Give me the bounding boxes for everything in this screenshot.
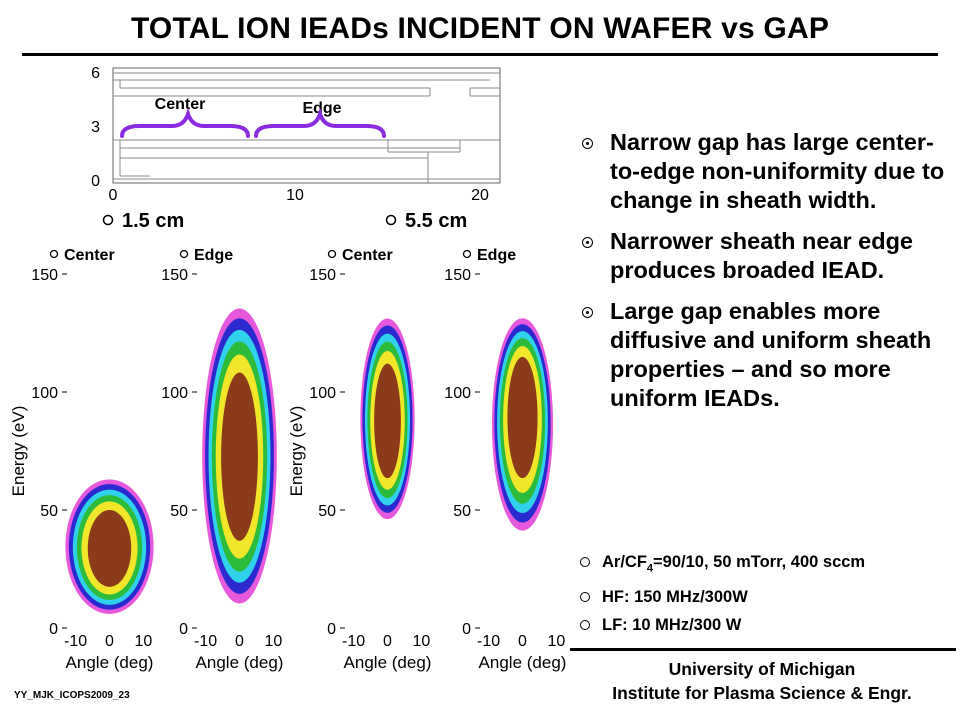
iead-panel-2: Edge 0 50 100 150 -10 0 10 Angle (deg) bbox=[161, 247, 283, 672]
xtick-label: 0 bbox=[105, 633, 114, 650]
geometry-plot: 6 3 0 0 10 20 Center Edge bbox=[91, 65, 501, 204]
hf-text: HF: 150 MHz/300W bbox=[602, 587, 748, 606]
ytick-label: 50 bbox=[453, 503, 471, 520]
bullet-text-2: Narrower sheath near edge produces broad… bbox=[610, 228, 913, 283]
bullet-icon bbox=[582, 307, 593, 318]
ytick-label: 150 bbox=[309, 267, 336, 284]
yaxis-label: Energy (eV) bbox=[9, 406, 28, 497]
bullet-text-3: Large gap enables more diffusive and uni… bbox=[610, 298, 932, 411]
page-title: TOTAL ION IEADs INCIDENT ON WAFER vs GAP bbox=[130, 12, 830, 45]
xtick-label: 0 bbox=[235, 633, 244, 650]
bullet-icon bbox=[462, 249, 472, 259]
xtick-label: -10 bbox=[64, 633, 87, 650]
ytick-label: 50 bbox=[318, 503, 336, 520]
ytick-label: 0 bbox=[49, 621, 58, 638]
ytick-label: 100 bbox=[444, 385, 471, 402]
lf-text: LF: 10 MHz/300 W bbox=[602, 616, 742, 635]
xaxis-label: Angle (deg) bbox=[66, 653, 154, 672]
geometry-frame bbox=[112, 67, 501, 184]
iead-header-1: Center bbox=[64, 247, 115, 264]
geo-ytick-3: 3 bbox=[91, 119, 100, 136]
ytick-label: 0 bbox=[327, 621, 336, 638]
gas-subscript: 4 bbox=[646, 562, 654, 575]
xaxis-label: Angle (deg) bbox=[479, 653, 567, 672]
ytick-label: 0 bbox=[462, 621, 471, 638]
xtick-label: -10 bbox=[194, 633, 217, 650]
condition-hf: HF: 150 MHz/300W bbox=[580, 583, 865, 612]
ytick-label: 150 bbox=[31, 267, 58, 284]
gap-small-text: 1.5 cm bbox=[122, 210, 184, 232]
slide-id: YY_MJK_ICOPS2009_23 bbox=[14, 690, 130, 701]
geo-ytick-6: 6 bbox=[91, 65, 100, 82]
bullet-icon bbox=[179, 249, 189, 259]
footer-line-1: University of Michigan bbox=[668, 659, 856, 679]
gas-suffix: =90/10, 50 mTorr, 400 sccm bbox=[653, 553, 866, 571]
ytick-label: 0 bbox=[179, 621, 188, 638]
geo-ytick-0: 0 bbox=[91, 173, 100, 190]
contour-level-6 bbox=[507, 356, 538, 479]
edge-region-label: Edge bbox=[302, 100, 341, 117]
contour-level-6 bbox=[374, 363, 401, 479]
bullet-icon bbox=[49, 249, 59, 259]
xtick-label: 0 bbox=[383, 633, 392, 650]
iead-header-3: Center bbox=[342, 247, 393, 264]
bullet-list: Narrow gap has large center-to-edge non-… bbox=[582, 128, 957, 425]
contour-level-6 bbox=[87, 510, 132, 587]
xaxis-label: Angle (deg) bbox=[196, 653, 284, 672]
bullet-icon bbox=[582, 138, 593, 149]
gap-label-5-5: 5.5 cm bbox=[385, 210, 467, 232]
ytick-label: 50 bbox=[40, 503, 58, 520]
xtick-label: 10 bbox=[413, 633, 431, 650]
condition-lf: LF: 10 MHz/300 W bbox=[580, 611, 865, 640]
xtick-label: -10 bbox=[477, 633, 500, 650]
gap-label-1-5: 1.5 cm bbox=[102, 210, 184, 232]
title-rule bbox=[22, 53, 938, 56]
bullet-icon bbox=[580, 557, 590, 567]
geo-xtick-10: 10 bbox=[286, 187, 304, 204]
bullet-text-1: Narrow gap has large center-to-edge non-… bbox=[610, 129, 945, 213]
center-brace bbox=[120, 107, 250, 138]
yaxis-label: Energy (eV) bbox=[287, 406, 306, 497]
gas-prefix: Ar/CF bbox=[602, 553, 647, 571]
center-region-label: Center bbox=[155, 96, 206, 113]
xtick-label: 10 bbox=[135, 633, 153, 650]
xtick-label: 10 bbox=[265, 633, 283, 650]
footer-line-2: Institute for Plasma Science & Engr. bbox=[612, 683, 912, 703]
geo-xtick-0: 0 bbox=[109, 187, 118, 204]
footer: University of Michigan Institute for Pla… bbox=[568, 657, 956, 705]
iead-header-2: Edge bbox=[194, 247, 233, 264]
footer-rule bbox=[570, 648, 956, 651]
ytick-label: 100 bbox=[309, 385, 336, 402]
bullet-item-3: Large gap enables more diffusive and uni… bbox=[582, 297, 957, 413]
bullet-icon bbox=[102, 214, 114, 226]
xtick-label: 10 bbox=[548, 633, 566, 650]
ytick-label: 100 bbox=[161, 385, 188, 402]
iead-header-4: Edge bbox=[477, 247, 516, 264]
bullet-icon bbox=[385, 214, 397, 226]
gap-large-text: 5.5 cm bbox=[405, 210, 467, 232]
conditions-list: Ar/CF4=90/10, 50 mTorr, 400 sccm HF: 150… bbox=[580, 548, 865, 640]
bullet-item-2: Narrower sheath near edge produces broad… bbox=[582, 227, 957, 285]
bullet-icon bbox=[327, 249, 337, 259]
bullet-icon bbox=[580, 591, 590, 602]
xtick-label: -10 bbox=[342, 633, 365, 650]
bullet-icon bbox=[580, 620, 590, 631]
geometry-lines bbox=[113, 72, 500, 183]
edge-brace bbox=[254, 107, 386, 138]
ytick-label: 50 bbox=[170, 503, 188, 520]
ytick-label: 150 bbox=[444, 267, 471, 284]
iead-panel-3: Center 0 50 100 150 -10 0 10 Angle (deg) Energy (… bbox=[287, 247, 431, 672]
ytick-label: 150 bbox=[161, 267, 188, 284]
xtick-label: 0 bbox=[518, 633, 527, 650]
bullet-item-1: Narrow gap has large center-to-edge non-… bbox=[582, 128, 957, 215]
geo-xtick-20: 20 bbox=[471, 187, 489, 204]
iead-panel-1: Center 0 50 100 150 -10 0 10 Angle (deg) Energy (… bbox=[9, 247, 154, 672]
iead-panel-4: Edge 0 50 100 150 -10 0 10 Angle (deg) bbox=[444, 247, 566, 672]
condition-gas: Ar/CF4=90/10, 50 mTorr, 400 sccm bbox=[580, 548, 865, 583]
contour-level-6 bbox=[221, 372, 258, 541]
xaxis-label: Angle (deg) bbox=[344, 653, 432, 672]
bullet-icon bbox=[582, 237, 593, 248]
ytick-label: 100 bbox=[31, 385, 58, 402]
